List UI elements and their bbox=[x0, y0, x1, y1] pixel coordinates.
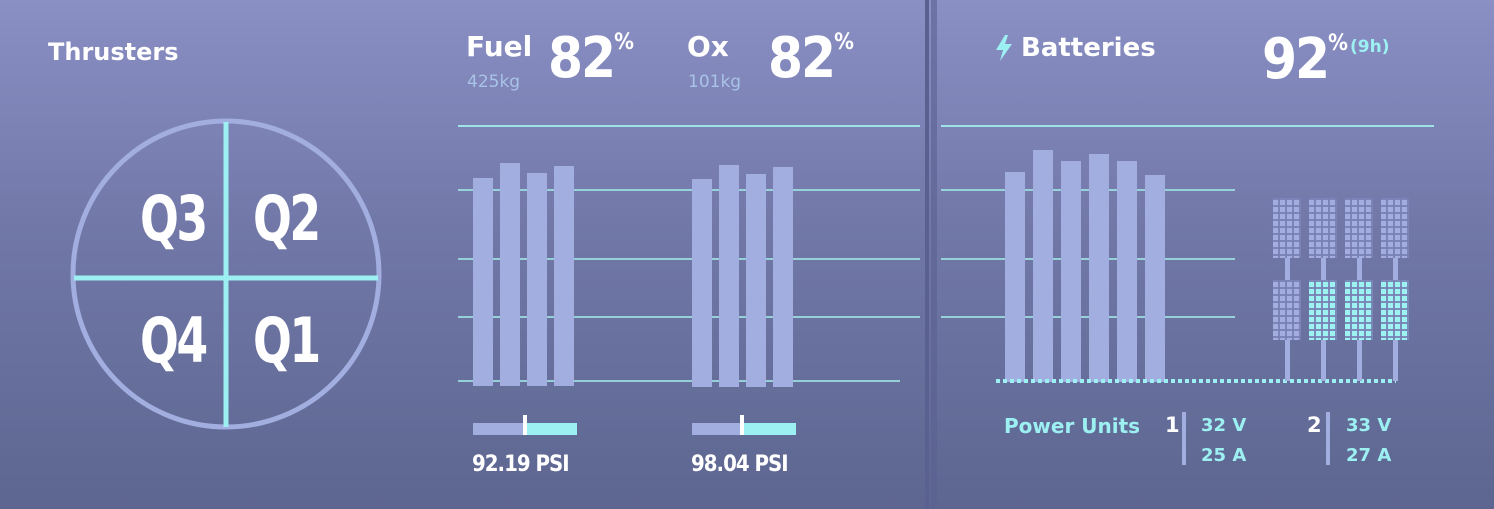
fuel-pressure-readout: 92.19 PSI bbox=[472, 452, 570, 477]
power-unit-1-separator bbox=[1182, 412, 1186, 465]
ox-pressure-fill bbox=[744, 423, 796, 435]
power-unit-2-id: 2 bbox=[1307, 413, 1322, 437]
fuel-ox-gridline bbox=[458, 189, 920, 191]
power-unit-2-separator bbox=[1326, 412, 1330, 465]
solar-panel-upper bbox=[1309, 198, 1337, 258]
fuel-pressure-marker bbox=[523, 415, 527, 435]
quadrant-q2[interactable]: Q2 bbox=[253, 182, 321, 255]
batteries-top-rule bbox=[941, 125, 1434, 127]
fuel-ox-gridline bbox=[458, 316, 920, 318]
fuel-ox-gridline bbox=[458, 258, 920, 260]
panel-divider-right bbox=[931, 0, 937, 509]
battery-cell-bar bbox=[1145, 175, 1165, 382]
solar-panel-lower bbox=[1345, 280, 1373, 340]
solar-panel-upper bbox=[1273, 198, 1301, 258]
thrusters-title: Thrusters bbox=[48, 38, 179, 66]
fuel-mass: 425kg bbox=[467, 72, 521, 92]
ox-tank-bar bbox=[719, 165, 739, 387]
fuel-tank-bar bbox=[500, 163, 520, 386]
fuel-tank-bar bbox=[473, 178, 493, 386]
battery-time-remaining: (9h) bbox=[1350, 37, 1390, 57]
power-unit-1-id: 1 bbox=[1165, 413, 1180, 437]
ox-mass: 101kg bbox=[688, 72, 742, 92]
solar-panel-upper bbox=[1381, 198, 1409, 258]
thruster-quadrant-diagram bbox=[70, 118, 382, 430]
fuel-label: Fuel bbox=[466, 30, 533, 63]
fuel-pressure-fill bbox=[525, 423, 577, 435]
fuel-ox-top-rule bbox=[458, 125, 920, 127]
power-units-label: Power Units bbox=[1004, 414, 1141, 438]
solar-panel-lower bbox=[1273, 280, 1301, 340]
ox-percent: 82 bbox=[768, 26, 836, 91]
batteries-gridline bbox=[941, 189, 1235, 191]
fuel-ox-baseline bbox=[458, 380, 900, 382]
batteries-dotted-baseline bbox=[996, 379, 1396, 383]
batteries-gridline bbox=[941, 258, 1235, 260]
solar-panel-lower bbox=[1309, 280, 1337, 340]
ox-tank-bar bbox=[746, 174, 766, 387]
power-unit-1-voltage: 32 V bbox=[1201, 415, 1247, 436]
battery-percent-value: 92% bbox=[1262, 27, 1348, 92]
battery-cell-bar bbox=[1117, 161, 1137, 382]
solar-panel-lower bbox=[1381, 280, 1409, 340]
battery-percent: 92 bbox=[1262, 27, 1330, 92]
fuel-pressure-gauge bbox=[473, 415, 577, 435]
fuel-percent-symbol: % bbox=[614, 30, 634, 55]
battery-cell-bar bbox=[1033, 150, 1053, 382]
batteries-title: Batteries bbox=[1021, 33, 1156, 63]
power-unit-1-current: 25 A bbox=[1201, 445, 1247, 466]
ox-label: Ox bbox=[687, 30, 729, 63]
batteries-gridline bbox=[941, 316, 1235, 318]
ox-pressure-readout: 98.04 PSI bbox=[691, 452, 789, 477]
ox-percent-value: 82% bbox=[768, 26, 854, 91]
ox-pressure-gauge bbox=[692, 415, 796, 435]
panel-divider-left bbox=[925, 0, 929, 509]
ox-pressure-marker bbox=[740, 415, 744, 435]
quadrant-q3[interactable]: Q3 bbox=[140, 182, 208, 255]
ox-percent-symbol: % bbox=[834, 30, 854, 55]
solar-panel-upper bbox=[1345, 198, 1373, 258]
fuel-tank-bar bbox=[527, 173, 547, 386]
quadrant-q1[interactable]: Q1 bbox=[253, 304, 321, 377]
fuel-percent-value: 82% bbox=[548, 26, 634, 91]
battery-cell-bar bbox=[1061, 161, 1081, 382]
power-unit-2-current: 27 A bbox=[1346, 445, 1392, 466]
quadrant-q4[interactable]: Q4 bbox=[140, 304, 208, 377]
fuel-percent: 82 bbox=[548, 26, 616, 91]
lightning-icon bbox=[996, 35, 1012, 61]
battery-cell-bar bbox=[1089, 154, 1109, 382]
battery-cell-bar bbox=[1005, 172, 1025, 382]
ox-tank-bar bbox=[692, 179, 712, 387]
fuel-tank-bar bbox=[554, 166, 574, 386]
battery-percent-symbol: % bbox=[1328, 31, 1348, 56]
ox-tank-bar bbox=[773, 167, 793, 387]
power-unit-2-voltage: 33 V bbox=[1346, 415, 1392, 436]
